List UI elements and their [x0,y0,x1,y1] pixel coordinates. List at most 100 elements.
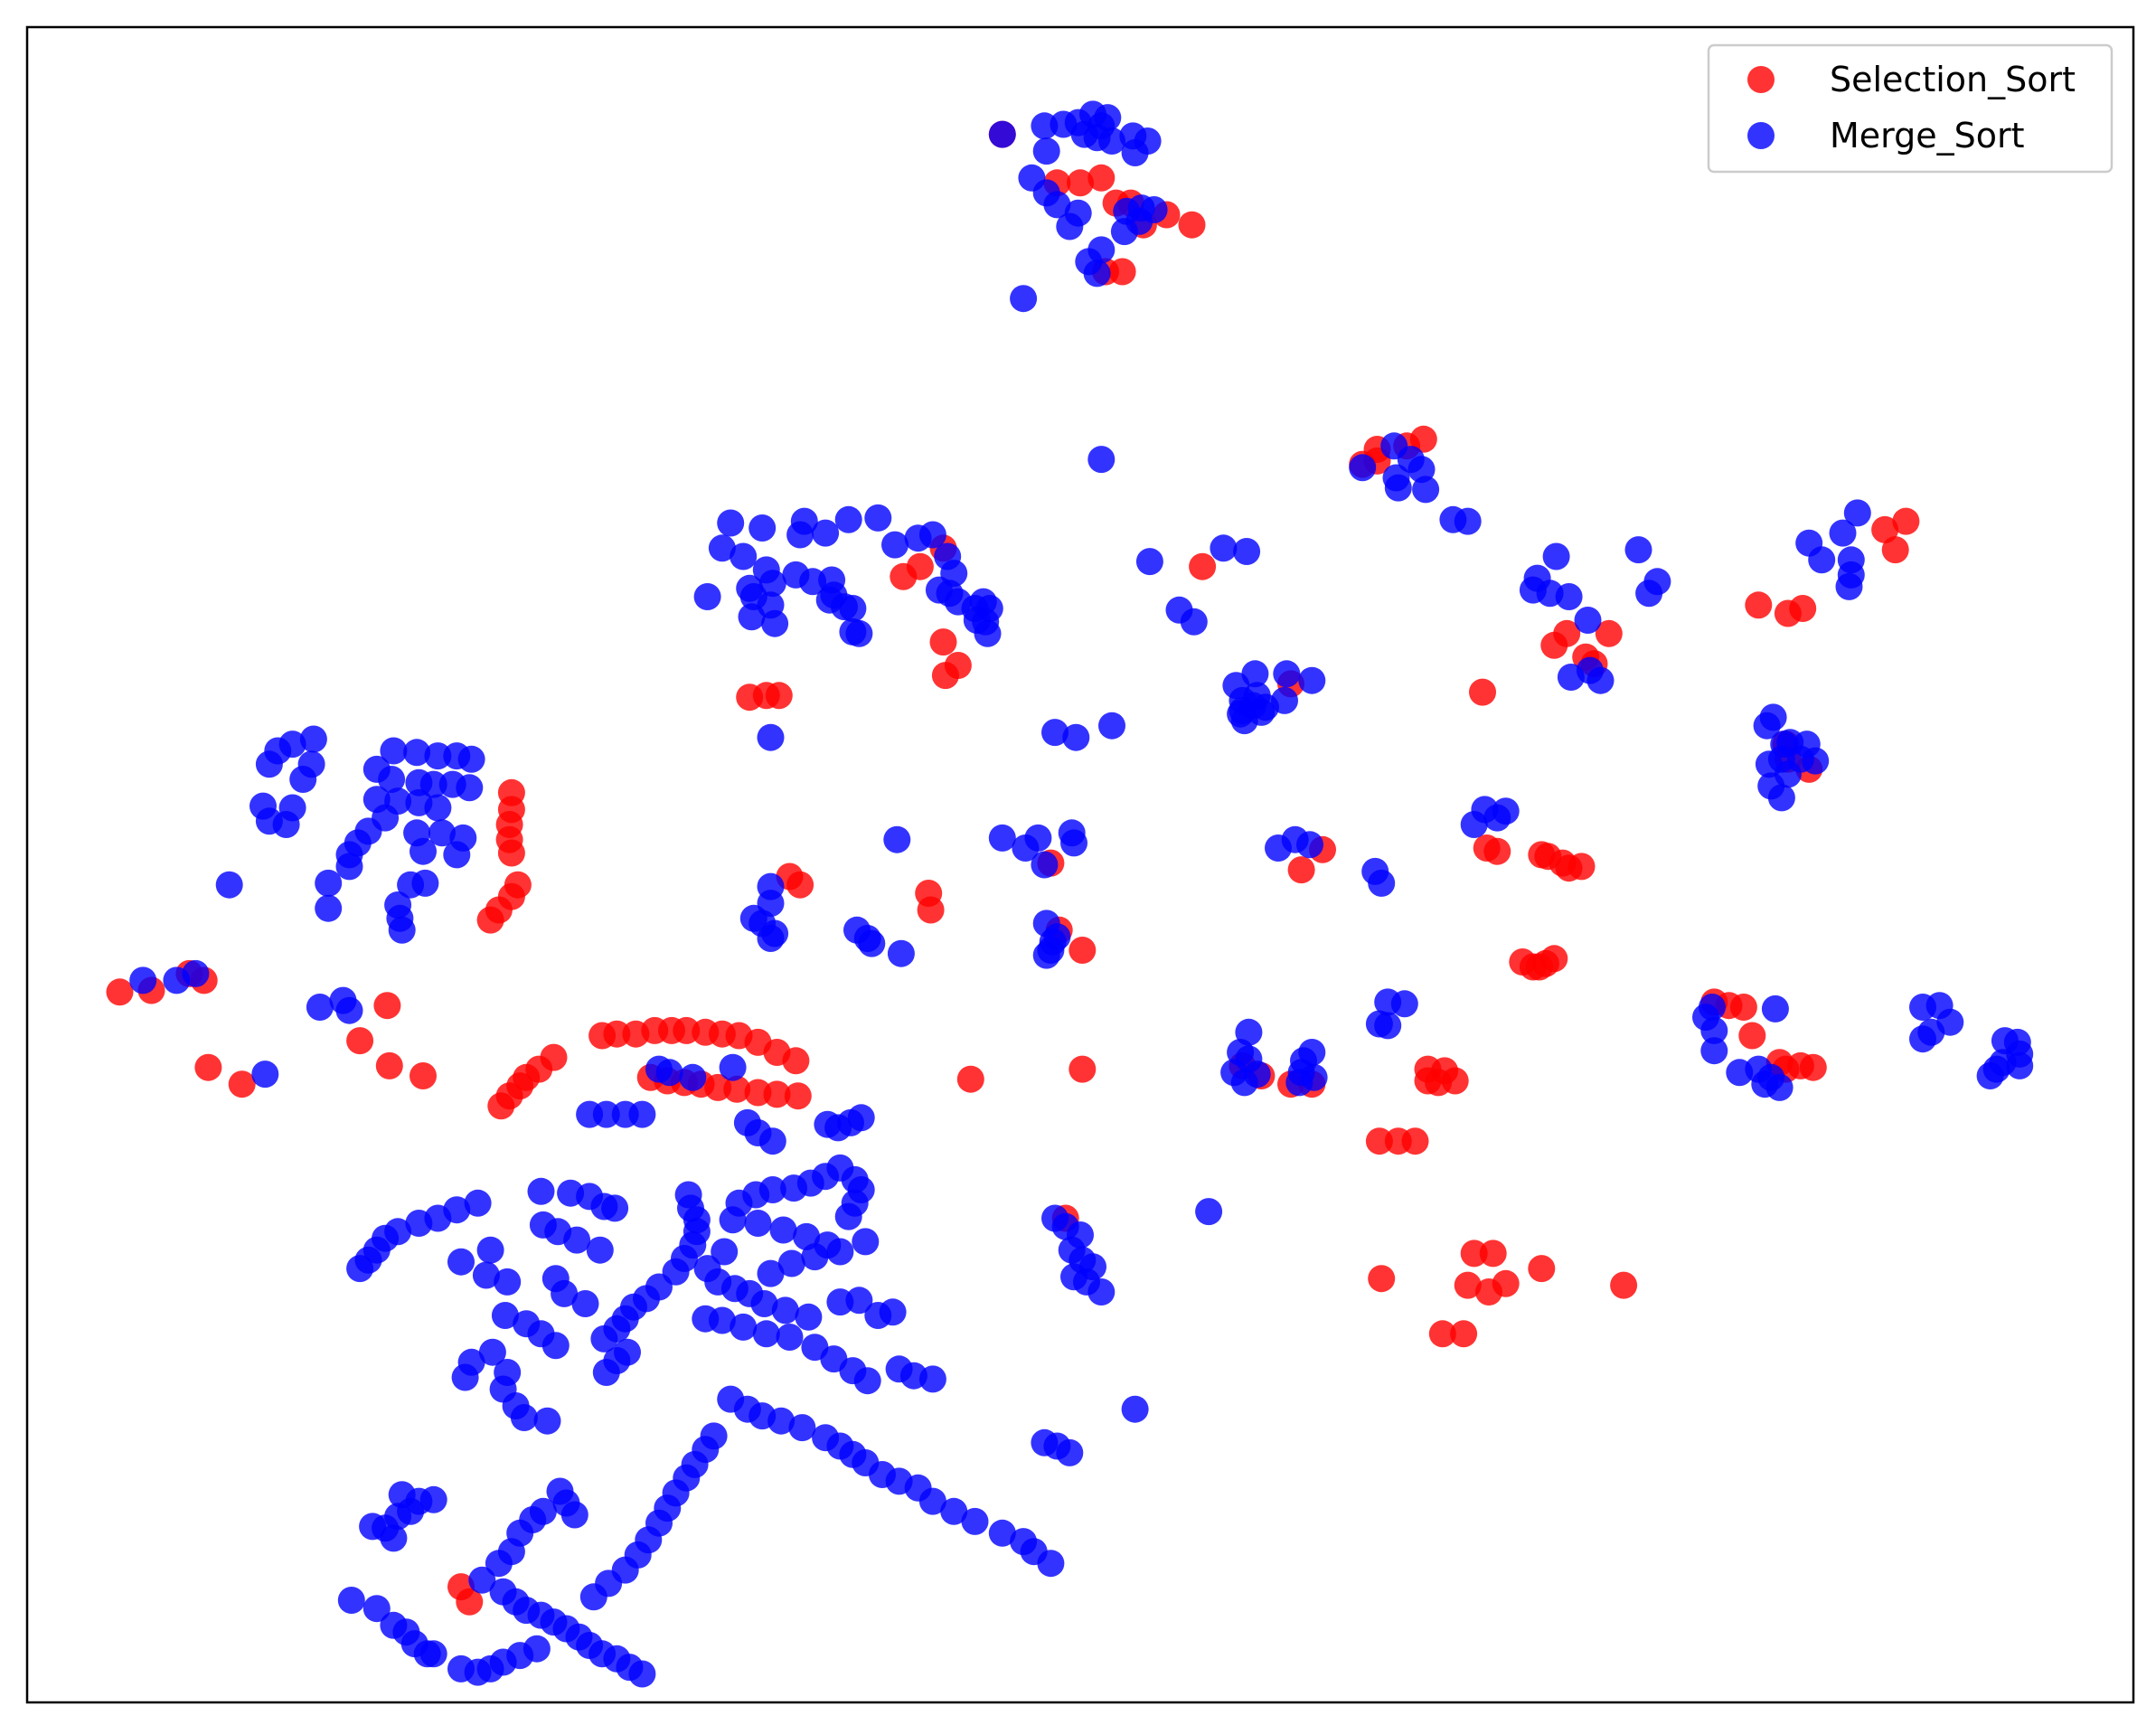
point-selection-sort-16 [1189,552,1217,580]
point-merge-sort-401 [523,1635,551,1663]
point-merge-sort-241 [527,1177,555,1205]
point-selection-sort-65 [1534,843,1562,871]
point-merge-sort-207 [378,766,406,793]
point-selection-sort-57 [1069,937,1097,964]
point-merge-sort-422 [847,1104,875,1132]
point-merge-sort-133 [1492,797,1520,825]
point-selection-sort-143 [456,1588,484,1616]
point-merge-sort-378 [468,1566,496,1594]
point-merge-sort-426 [628,1100,656,1128]
point-selection-sort-71 [1525,953,1553,981]
point-merge-sort-410 [419,1485,447,1513]
point-merge-sort-441 [1298,1039,1326,1066]
point-selection-sort-75 [1738,1022,1766,1050]
point-merge-sort-190 [1976,1062,2004,1089]
point-merge-sort-254 [346,1255,374,1283]
point-merge-sort-259 [476,1236,504,1264]
point-merge-sort-293 [592,1359,620,1386]
point-merge-sort-13 [1032,137,1060,165]
point-merge-sort-29 [1349,454,1377,482]
point-merge-sort-205 [457,745,485,773]
point-merge-sort-76 [881,531,909,559]
point-selection-sort-141 [1450,1320,1478,1348]
point-merge-sort-128 [1041,719,1069,747]
point-merge-sort-203 [424,742,452,770]
point-merge-sort-112 [1210,534,1238,562]
point-merge-sort-78 [918,521,946,549]
point-merge-sort-80 [730,542,758,570]
point-merge-sort-127 [757,723,785,751]
point-merge-sort-228 [411,869,439,897]
point-merge-sort-100 [693,583,721,610]
point-merge-sort-68 [1767,784,1795,812]
point-merge-sort-58 [1759,703,1787,731]
point-merge-sort-111 [1180,608,1208,636]
point-merge-sort-233 [315,894,343,922]
point-merge-sort-44 [1624,536,1652,564]
point-merge-sort-99 [974,619,1002,647]
point-merge-sort-329 [730,1313,758,1341]
point-merge-sort-402 [337,1587,365,1614]
point-selection-sort-61 [1483,837,1511,865]
point-merge-sort-168 [1235,1045,1263,1073]
point-merge-sort-137 [1296,831,1323,859]
point-merge-sort-152 [858,929,886,957]
point-merge-sort-70 [748,514,777,542]
point-merge-sort-245 [601,1194,629,1222]
legend-marker-selection-sort [1747,66,1775,93]
point-merge-sort-321 [771,1296,799,1324]
point-selection-sort-52 [786,871,814,899]
point-selection-sort-87 [410,1062,437,1089]
point-merge-sort-16 [1043,191,1071,219]
point-merge-sort-124 [1227,700,1255,728]
point-merge-sort-257 [563,1226,591,1254]
point-merge-sort-343 [788,1414,816,1442]
point-merge-sort-106 [738,603,766,631]
point-merge-sort-52 [1808,546,1836,574]
point-selection-sort-123 [1365,1127,1393,1155]
point-merge-sort-75 [864,504,892,532]
point-merge-sort-222 [410,837,437,865]
point-merge-sort-87 [839,595,867,622]
point-merge-sort-311 [826,1238,854,1266]
point-merge-sort-320 [750,1290,778,1317]
point-merge-sort-276 [510,1404,538,1431]
legend-label-selection-sort: Selection_Sort [1830,60,2076,99]
point-selection-sort-125 [1401,1127,1429,1155]
point-merge-sort-162 [1374,1012,1402,1040]
point-selection-sort-88 [194,1053,222,1081]
point-merge-sort-0 [988,120,1016,148]
point-selection-sort-30 [1789,595,1817,622]
point-merge-sort-23 [1110,218,1138,246]
point-selection-sort-19 [906,552,934,580]
point-selection-sort-10 [1108,258,1136,286]
point-merge-sort-130 [1098,712,1125,740]
point-merge-sort-35 [1412,476,1440,504]
point-merge-sort-234 [129,966,157,994]
point-selection-sort-50 [476,906,504,934]
point-merge-sort-53 [1835,572,1863,600]
point-merge-sort-102 [758,570,786,598]
point-merge-sort-26 [1083,259,1111,288]
point-selection-sort-97 [603,1020,631,1048]
point-selection-sort-54 [915,880,943,907]
point-selection-sort-85 [346,1027,374,1055]
point-merge-sort-73 [812,519,840,547]
point-merge-sort-129 [1062,723,1090,751]
point-merge-sort-264 [551,1279,579,1307]
point-selection-sort-118 [1069,1055,1097,1083]
point-merge-sort-18 [1056,212,1084,240]
point-merge-sort-201 [380,737,408,765]
point-merge-sort-439 [1195,1198,1223,1226]
point-merge-sort-225 [335,853,363,881]
point-merge-sort-403 [362,1595,391,1623]
point-selection-sort-59 [1287,856,1315,884]
point-merge-sort-37 [1454,507,1482,535]
legend-marker-merge-sort [1747,122,1775,149]
point-merge-sort-79 [708,534,736,562]
point-merge-sort-444 [1287,1059,1315,1087]
point-merge-sort-211 [456,774,484,802]
point-merge-sort-270 [478,1338,506,1366]
point-merge-sort-183 [1909,1025,1936,1053]
